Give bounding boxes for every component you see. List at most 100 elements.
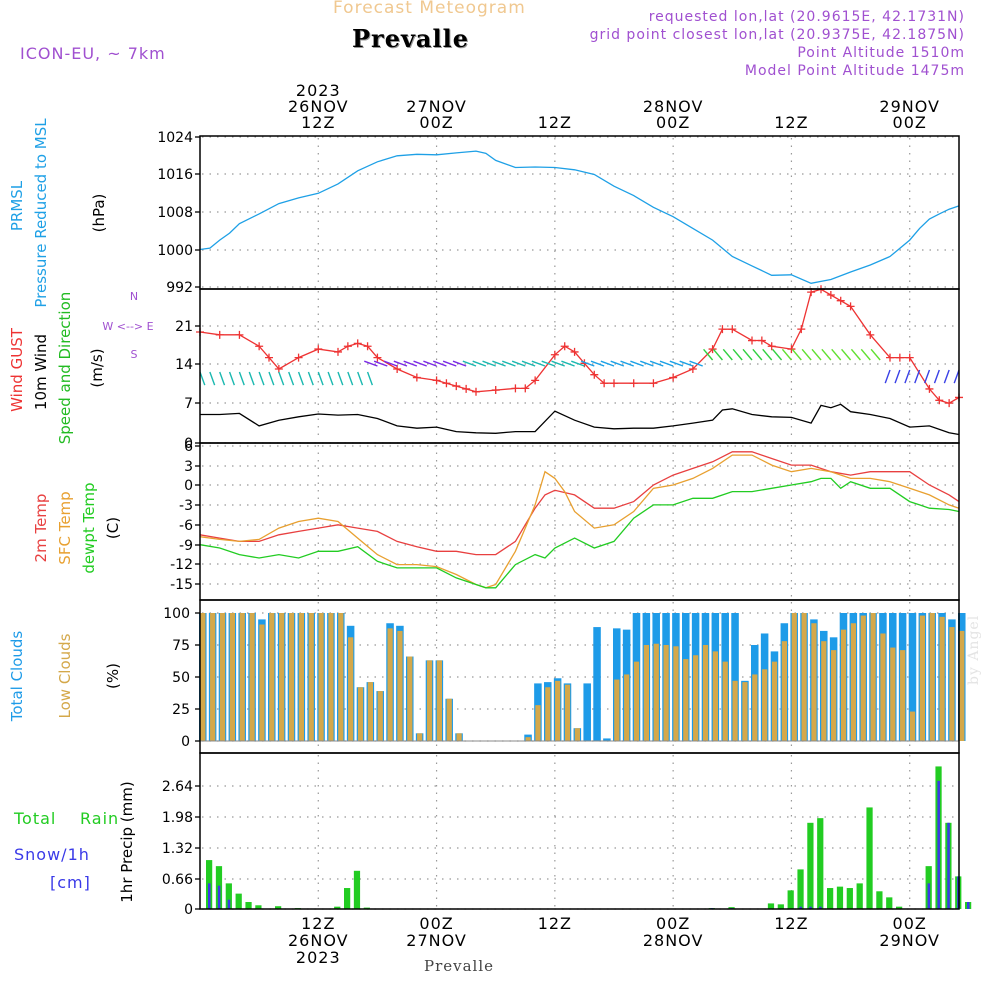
top-time-label: 12Z bbox=[538, 113, 572, 132]
ytick-pressure: 1024 bbox=[157, 130, 193, 146]
label-speed-direction: Speed and Direction bbox=[56, 292, 74, 445]
rain-bar bbox=[344, 888, 351, 909]
wind-arrow bbox=[620, 360, 634, 367]
gust-marker bbox=[462, 384, 471, 393]
wind-arrow bbox=[571, 360, 585, 367]
point-altitude: Point Altitude 1510m bbox=[797, 45, 965, 61]
low-cloud-bar bbox=[781, 641, 788, 741]
label-snow: Snow/1h bbox=[14, 845, 90, 864]
gust-marker bbox=[560, 342, 569, 351]
wind-arrow bbox=[679, 360, 694, 367]
wind-arrow bbox=[742, 348, 753, 361]
gust-marker bbox=[491, 386, 500, 395]
bottom-time-label: 29NOV bbox=[879, 931, 940, 950]
gust-marker bbox=[314, 345, 323, 354]
ytick-temp: -6 bbox=[179, 518, 193, 534]
snow-bar bbox=[809, 906, 812, 909]
pressure-line bbox=[199, 150, 960, 284]
snow-bar bbox=[208, 883, 211, 909]
low-cloud-bar bbox=[269, 613, 275, 741]
gust-marker bbox=[452, 382, 461, 391]
snow-bar bbox=[937, 780, 940, 909]
top-time-label: 2023 bbox=[296, 81, 341, 100]
gust-marker bbox=[688, 365, 697, 373]
label-sfc-temp: SFC Temp bbox=[56, 491, 74, 564]
wind-arrow bbox=[433, 360, 447, 367]
wind-arrow bbox=[791, 348, 802, 361]
panel-frame bbox=[199, 442, 960, 601]
wind-arrow bbox=[248, 371, 255, 386]
wind-arrow bbox=[610, 360, 625, 367]
label-low-clouds: Low Clouds bbox=[56, 633, 74, 718]
dewpt-line bbox=[199, 477, 960, 589]
label-c: (C) bbox=[104, 517, 122, 539]
gust-marker bbox=[274, 365, 283, 373]
low-cloud-bar bbox=[939, 616, 945, 741]
low-cloud-bar bbox=[929, 613, 935, 741]
panel-frame bbox=[199, 135, 960, 290]
low-cloud-bar bbox=[624, 674, 630, 741]
ytick-precip: 0 bbox=[184, 902, 193, 918]
rain-bar bbox=[896, 906, 903, 909]
bottom-time-label: 12Z bbox=[538, 914, 572, 933]
label-pressure-msl: Pressure Reduced to MSL bbox=[32, 118, 50, 308]
label-dewpt-temp: dewpt Temp bbox=[80, 482, 98, 573]
label-total: Total bbox=[13, 809, 56, 828]
wind-arrow bbox=[423, 360, 437, 367]
wind-arrow bbox=[860, 348, 871, 361]
gust-marker bbox=[521, 384, 530, 393]
top-time-label: 26NOV bbox=[288, 97, 349, 116]
low-cloud-bar bbox=[456, 733, 462, 741]
gust-marker bbox=[669, 373, 678, 382]
gust-line bbox=[199, 288, 960, 404]
panel-frame bbox=[199, 288, 960, 444]
gust-marker bbox=[767, 342, 776, 351]
low-cloud-bar bbox=[318, 613, 324, 741]
gust-marker bbox=[629, 379, 638, 388]
ytick-clouds: 25 bbox=[172, 702, 190, 718]
low-cloud-bar bbox=[338, 613, 344, 741]
low-cloud-bar bbox=[564, 684, 571, 741]
rain-bar bbox=[255, 905, 262, 909]
gust-marker bbox=[343, 342, 352, 351]
ytick-temp: 6 bbox=[184, 439, 193, 455]
wind-arrow bbox=[722, 348, 733, 361]
low-cloud-bar bbox=[446, 698, 452, 741]
low-cloud-bar bbox=[949, 627, 955, 741]
low-cloud-bar bbox=[919, 615, 926, 741]
total-cloud-bar bbox=[603, 738, 611, 741]
rain-bar bbox=[225, 883, 232, 909]
low-cloud-bar bbox=[762, 669, 768, 741]
panel-frame bbox=[199, 752, 960, 910]
model-point-altitude: Model Point Altitude 1475m bbox=[744, 63, 965, 79]
gust-marker bbox=[255, 342, 264, 351]
wind-arrow bbox=[953, 369, 960, 384]
gust-marker bbox=[905, 353, 914, 362]
low-cloud-bar bbox=[732, 680, 738, 741]
bottom-time-label: 27NOV bbox=[406, 931, 467, 950]
rain-bar bbox=[797, 869, 804, 909]
ytick-clouds: 75 bbox=[172, 638, 190, 654]
bottom-time-label: 28NOV bbox=[643, 931, 704, 950]
wind-arrow bbox=[199, 371, 206, 386]
low-cloud-bar bbox=[959, 630, 965, 741]
wind-arrow bbox=[452, 360, 467, 367]
label-rain: Rain bbox=[80, 809, 119, 828]
ytick-clouds: 50 bbox=[172, 670, 190, 686]
gust-marker bbox=[708, 345, 717, 354]
wind-arrow bbox=[413, 360, 427, 367]
low-cloud-bar bbox=[436, 660, 443, 741]
wind-arrow bbox=[364, 360, 378, 367]
ytick-precip: 2.64 bbox=[162, 779, 193, 795]
low-cloud-bar bbox=[397, 630, 403, 741]
wind-arrow bbox=[472, 360, 487, 367]
bottom-time-label: 12Z bbox=[301, 914, 335, 933]
bottom-time-label: 26NOV bbox=[288, 931, 349, 950]
wind-arrow bbox=[712, 348, 723, 361]
low-cloud-bar bbox=[880, 633, 886, 741]
wind-arrow bbox=[347, 371, 354, 386]
gust-marker bbox=[836, 296, 845, 305]
wind-arrow bbox=[366, 371, 374, 386]
low-cloud-bar bbox=[535, 705, 541, 741]
gust-marker bbox=[866, 330, 875, 339]
